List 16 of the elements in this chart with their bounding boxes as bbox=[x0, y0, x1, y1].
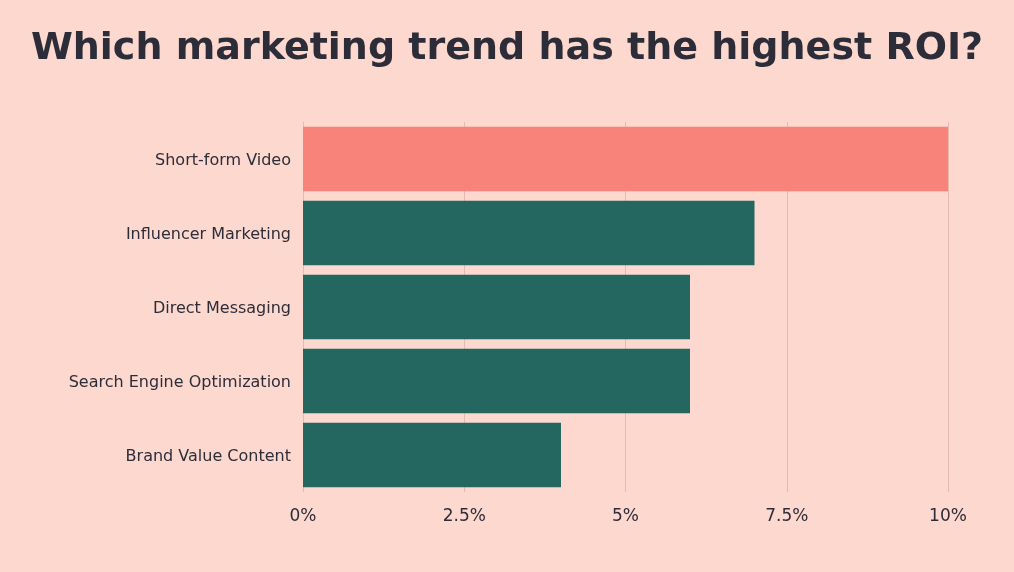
y-tick-label: Brand Value Content bbox=[125, 445, 291, 465]
bar bbox=[303, 200, 755, 266]
chart-title: Which marketing trend has the highest ROI? bbox=[30, 24, 984, 68]
y-tick-label: Short-form Video bbox=[155, 149, 291, 169]
x-tick-label: 2.5% bbox=[442, 504, 486, 525]
y-tick-label: Search Engine Optimization bbox=[68, 371, 291, 391]
x-tick-label: 10% bbox=[929, 504, 967, 525]
x-tick-label: 7.5% bbox=[765, 504, 809, 525]
y-tick-label: Direct Messaging bbox=[152, 297, 291, 317]
bar bbox=[303, 126, 948, 192]
bar bbox=[303, 348, 690, 414]
x-tick-label: 0% bbox=[289, 504, 317, 525]
bar bbox=[303, 274, 690, 340]
bar bbox=[303, 422, 561, 488]
x-tick-label: 5% bbox=[612, 504, 639, 525]
y-tick-label: Influencer Marketing bbox=[125, 223, 291, 243]
